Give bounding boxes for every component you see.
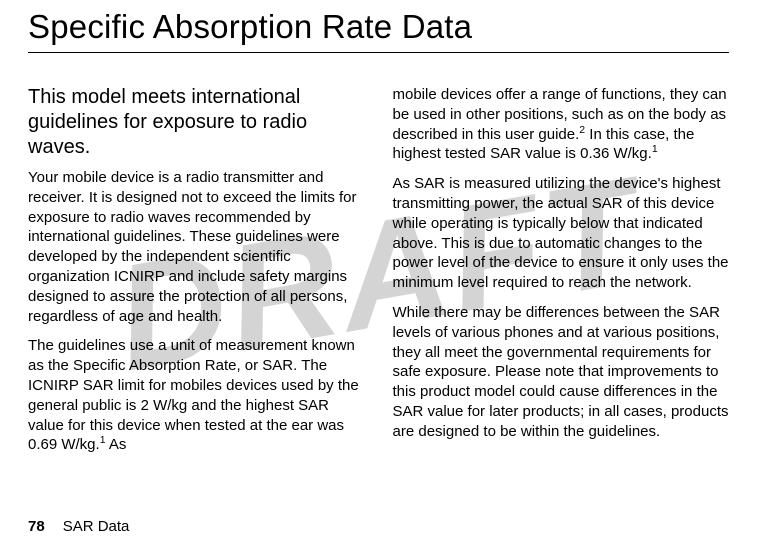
page-footer: 78 SAR Data [28,518,129,536]
left-paragraph-1: Your mobile device is a radio transmitte… [28,168,365,326]
subheading: This model meets international guideline… [28,85,365,160]
left-paragraph-2: The guidelines use a unit of measurement… [28,336,365,455]
right-paragraph-1: mobile devices offer a range of function… [393,85,730,164]
footnote-ref-1b: 1 [652,143,658,155]
page-title: Specific Absorption Rate Data [28,8,729,53]
right-paragraph-2: As SAR is measured utilizing the device'… [393,174,730,293]
page-content: Specific Absorption Rate Data This model… [0,0,757,465]
right-column: mobile devices offer a range of function… [393,85,730,465]
left-p2-text-a: The guidelines use a unit of measurement… [28,337,359,453]
two-column-layout: This model meets international guideline… [28,85,729,465]
left-p2-text-b: As [106,436,127,453]
footer-section-label: SAR Data [63,518,130,535]
right-paragraph-3: While there may be differences between t… [393,303,730,442]
left-column: This model meets international guideline… [28,85,365,465]
page-number: 78 [28,518,45,535]
